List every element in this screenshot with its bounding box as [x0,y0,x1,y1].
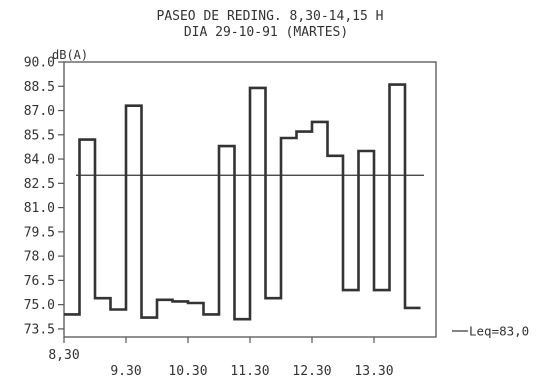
y-tick-label: 82.5 [24,177,55,192]
y-tick-label: 90.0 [24,56,55,71]
chart-subtitle: DIA 29-10-91 (MARTES) [184,25,348,40]
y-tick-label: 84.0 [24,153,55,168]
y-tick-label: 87.0 [24,104,55,119]
y-axis: 90.0 88.5 87.0 85.5 84.0 82.5 81.0 79.5 78.0 76.5… [24,56,64,337]
y-tick-label: 75.0 [24,298,55,313]
x-tick-label: 13.30 [354,364,393,379]
y-tick-label: 73.5 [24,322,55,337]
x-tick-label: 9.30 [110,364,141,379]
y-axis-unit-label: dB(A) [52,48,88,62]
y-tick-label: 88.5 [24,80,55,95]
leq-label: Leq=83,0 [469,324,529,339]
x-tick-label: 10.30 [168,364,207,379]
chart-title: PASEO DE REDING. 8,30-14,15 H [157,9,384,24]
x-tick-label: 11.30 [230,364,269,379]
noise-series-line [64,83,421,321]
y-tick-label: 85.5 [24,128,55,143]
x-tick-label: 8,30 [48,348,79,363]
y-tick-label: 78.0 [24,250,55,265]
y-tick-label: 79.5 [24,225,55,240]
y-tick-label: 76.5 [24,274,55,289]
x-tick-label: 12.30 [292,364,331,379]
x-axis: 8,30 9.30 10.30 11.30 12.30 13.30 [48,337,394,379]
series-points [70,83,414,321]
y-tick-label: 81.0 [24,201,55,216]
